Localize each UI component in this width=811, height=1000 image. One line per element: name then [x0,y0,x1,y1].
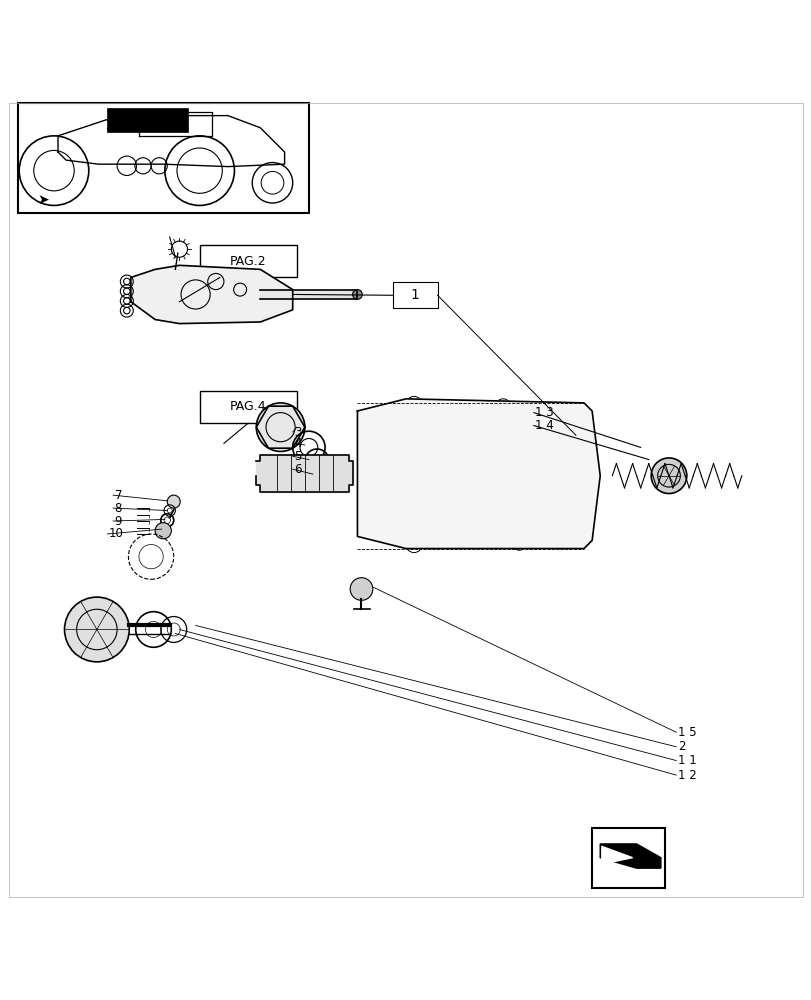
Polygon shape [131,265,292,324]
Bar [18,103,308,213]
Bar [393,282,437,308]
Text: 5: 5 [294,450,302,463]
Text: ➤: ➤ [38,193,49,207]
Text: 3: 3 [294,426,302,439]
Text: PAG.2: PAG.2 [230,255,266,268]
Text: 1 5: 1 5 [677,726,696,739]
Bar [106,108,187,132]
Text: 2: 2 [677,740,684,753]
Text: 4: 4 [294,437,302,450]
Text: 1 2: 1 2 [677,769,696,782]
Text: 1 1: 1 1 [677,754,696,767]
Polygon shape [256,455,353,492]
Bar [200,391,296,423]
Bar [200,245,296,277]
Text: 1: 1 [410,288,418,302]
Text: 7: 7 [114,489,122,502]
Circle shape [352,290,362,299]
Polygon shape [357,399,599,549]
Bar [591,828,664,888]
Polygon shape [601,846,632,864]
Polygon shape [260,290,357,299]
Text: PAG.4: PAG.4 [230,400,266,413]
Circle shape [350,578,372,600]
Circle shape [256,403,304,451]
Text: 1 4: 1 4 [534,419,554,432]
Polygon shape [599,844,660,868]
Text: 10: 10 [109,527,124,540]
Text: 1 3: 1 3 [534,406,553,419]
Circle shape [155,523,171,539]
Circle shape [64,597,129,662]
Text: 9: 9 [114,515,122,528]
Circle shape [650,458,686,494]
Text: 8: 8 [114,502,122,515]
Text: 6: 6 [294,463,302,476]
Circle shape [167,495,180,508]
